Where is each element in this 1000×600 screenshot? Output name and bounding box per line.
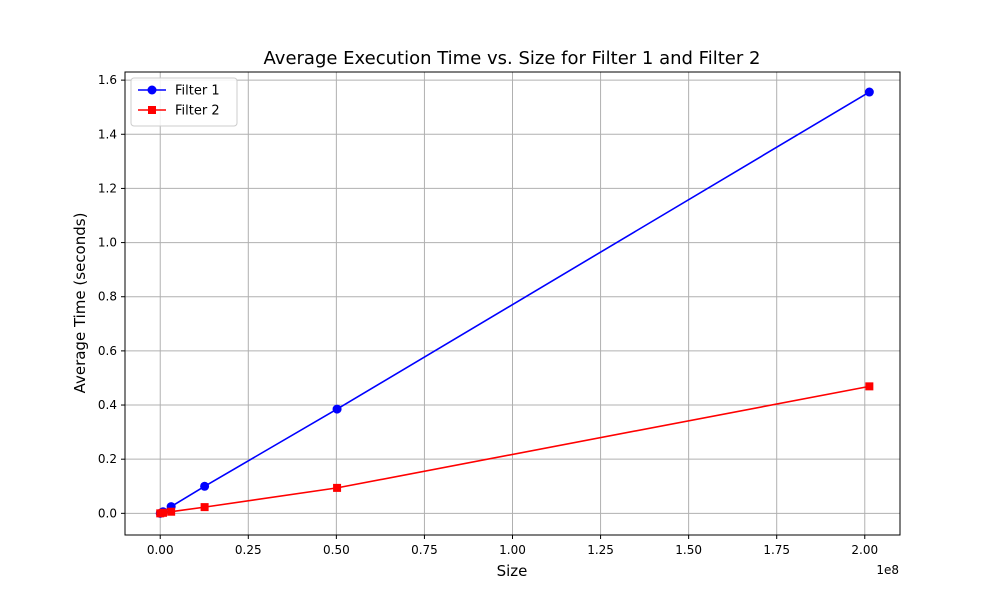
- data-point-filter-2: [159, 508, 168, 517]
- chart-title: Average Execution Time vs. Size for Filt…: [264, 48, 761, 69]
- series-layer: [155, 87, 874, 518]
- x-tick-label: 1.75: [763, 543, 790, 557]
- y-tick-label: 0.0: [98, 506, 117, 520]
- legend: Filter 1 Filter 2: [130, 77, 238, 127]
- data-point-filter-1: [200, 481, 210, 491]
- y-tick-label: 1.2: [98, 181, 117, 195]
- series-line-filter-1: [159, 91, 870, 515]
- legend-label-filter-2: Filter 2: [175, 104, 220, 119]
- y-tick-label: 0.8: [98, 290, 117, 304]
- y-tick-label: 0.2: [98, 452, 117, 466]
- x-tick-label: 1.00: [499, 543, 526, 557]
- data-point-filter-2: [333, 483, 342, 492]
- x-tick-label: 1.50: [675, 543, 702, 557]
- y-axis-label: Average Time (seconds): [71, 213, 89, 394]
- data-point-filter-1: [864, 87, 874, 97]
- data-point-filter-2: [200, 503, 209, 512]
- legend-marker-filter-1: [147, 85, 157, 95]
- data-point-filter-2: [865, 382, 874, 391]
- data-point-filter-1: [332, 404, 342, 414]
- grid-layer: [125, 72, 900, 535]
- x-tick-label: 1.25: [587, 543, 614, 557]
- x-axis-label: Size: [497, 562, 528, 580]
- data-point-filter-2: [167, 507, 176, 516]
- y-tick-label: 0.6: [98, 344, 117, 358]
- y-tick-label: 1.0: [98, 236, 117, 250]
- x-tick-label: 0.25: [235, 543, 262, 557]
- x-tick-label: 0.50: [323, 543, 350, 557]
- y-tick-label: 1.6: [98, 73, 117, 87]
- y-tick-label: 0.4: [98, 398, 117, 412]
- x-tick-label: 0.00: [147, 543, 174, 557]
- x-tick-label: 0.75: [411, 543, 438, 557]
- x-axis-offset-label: 1e8: [876, 563, 899, 577]
- legend-label-filter-1: Filter 1: [175, 84, 220, 99]
- legend-marker-filter-2: [148, 106, 156, 114]
- x-tick-label: 2.00: [851, 543, 878, 557]
- tick-layer: 0.00 0.25 0.50 0.75 1.00 1.25 1.50 1.75 2.00 0.0 0…: [98, 73, 878, 557]
- y-tick-label: 1.4: [98, 127, 117, 141]
